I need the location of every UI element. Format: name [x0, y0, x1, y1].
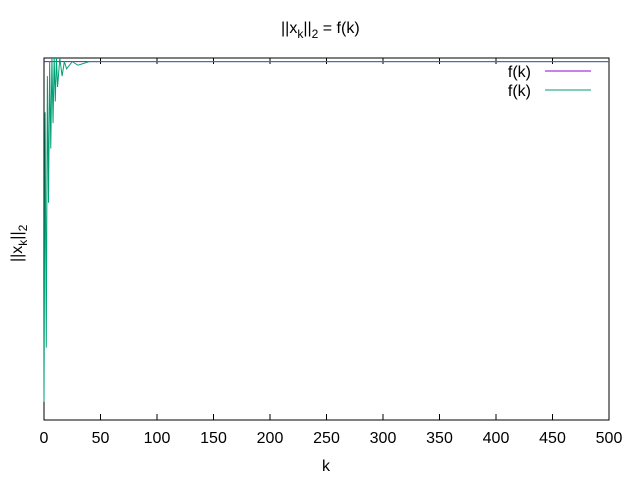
data-lines: [43, 57, 609, 402]
x-tick-label-9: 450: [539, 430, 566, 447]
legend-label-series-1: f(k): [508, 64, 531, 81]
legend-label-series-2: f(k): [508, 83, 531, 100]
x-tick-label-4: 200: [257, 430, 284, 447]
x-tick-label-10: 500: [596, 430, 623, 447]
legend: f(k) f(k): [508, 64, 591, 100]
x-tick-label-7: 350: [426, 430, 453, 447]
x-tick-label-5: 250: [313, 430, 340, 447]
x-axis-label: k: [322, 458, 331, 475]
x-tick-label-0: 0: [40, 430, 49, 447]
x-tick-label-1: 50: [92, 430, 110, 447]
x-tick-label-3: 150: [200, 430, 227, 447]
x-tick-label-2: 100: [144, 430, 171, 447]
x-tick-label-6: 300: [370, 430, 397, 447]
series-2-line: [43, 57, 609, 402]
chart-title: ||xk||2 = f(k): [281, 20, 360, 41]
x-tick-label-8: 400: [483, 430, 510, 447]
y-axis-label: ||xk||2: [9, 224, 30, 262]
plot-frame: [43, 57, 610, 421]
x-axis-ticks: 0 50 100 150 200 250 300 350 400 450 500: [40, 58, 623, 447]
